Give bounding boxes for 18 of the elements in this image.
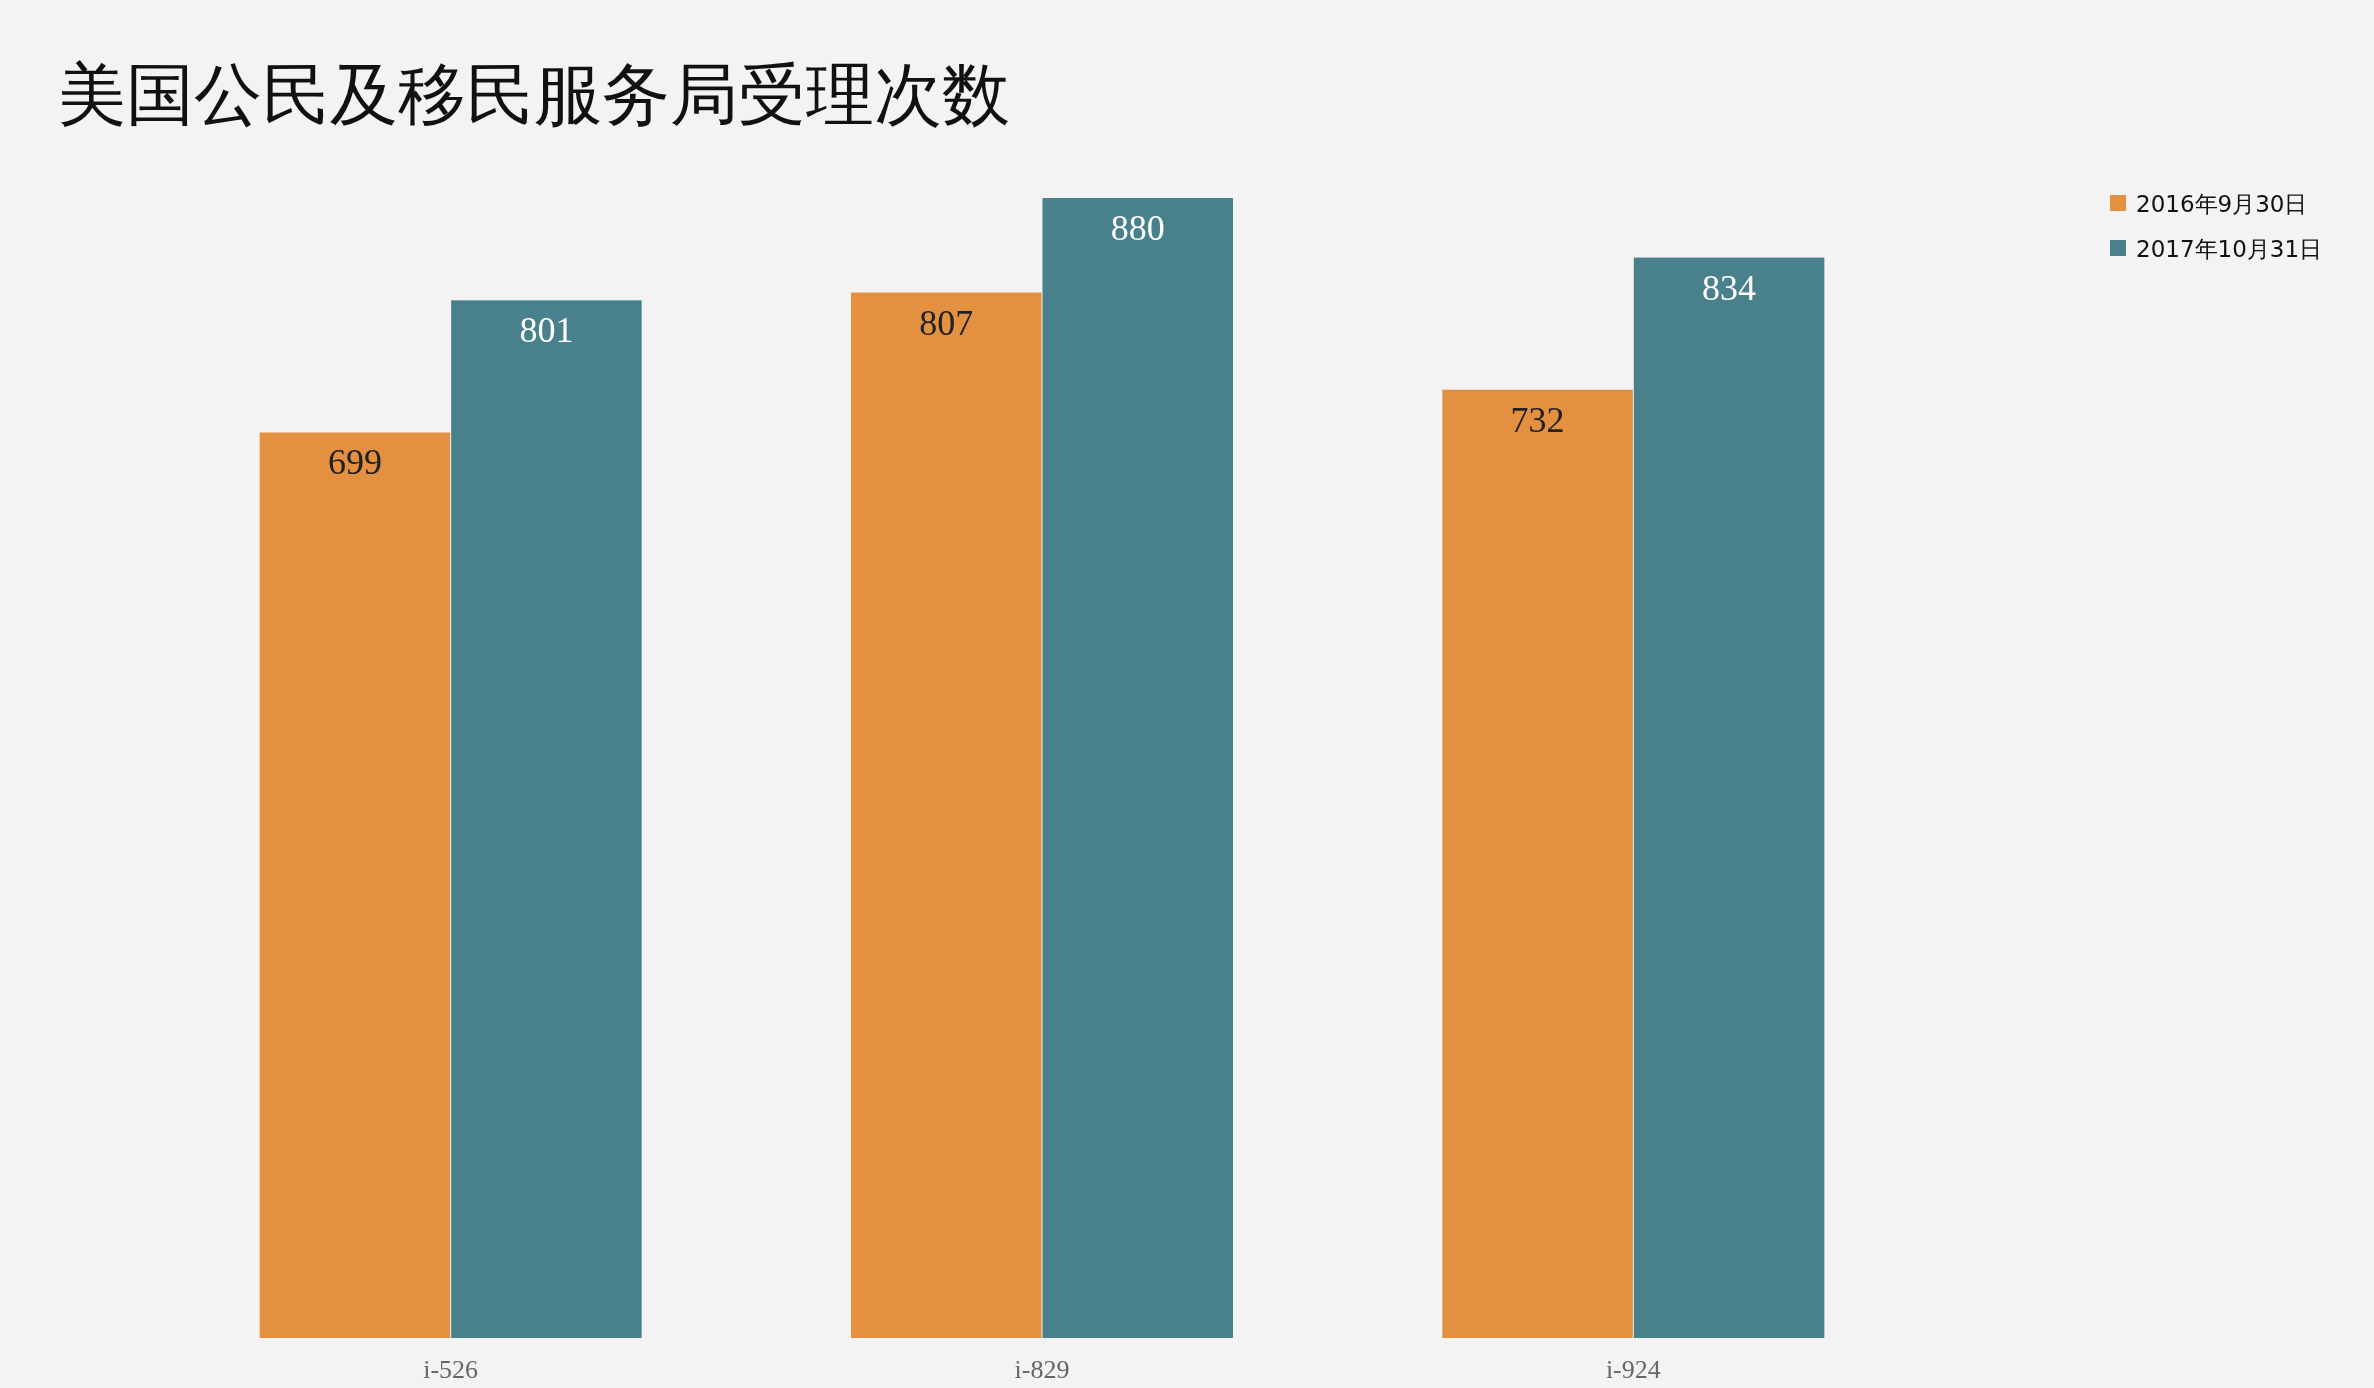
data-label: 699 [327,442,382,483]
bar [1633,257,1825,1338]
x-tick-label: i-924 [1605,1355,1661,1384]
data-label: 801 [519,310,574,351]
x-tick-label: i-829 [1014,1355,1070,1384]
bar [259,432,451,1338]
legend-label: 2017年10月31日 [2136,236,2323,262]
data-label: 807 [919,302,974,343]
data-label: 880 [1110,208,1165,248]
data-label: 834 [1702,267,1757,308]
x-tick-label: i-526 [423,1355,479,1384]
chart-title: 美国公民及移民服务局受理次数 [58,55,1010,134]
data-label: 732 [1510,399,1565,440]
bar [451,300,642,1338]
bar [851,292,1042,1338]
legend-label: 2016年9月30日 [2136,191,2308,217]
bar [1042,198,1233,1338]
bar [1442,389,1633,1338]
